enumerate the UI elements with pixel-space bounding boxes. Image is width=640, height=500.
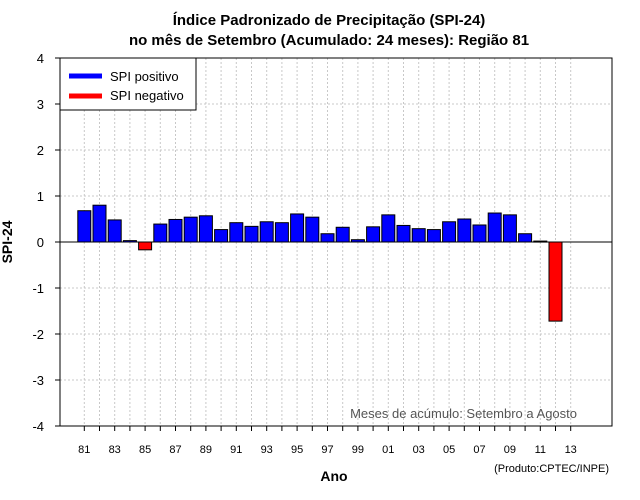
y-tick-label: 2 [37, 143, 44, 158]
x-tick-label: 99 [352, 444, 364, 456]
bar-01 [381, 214, 396, 243]
bar-88 [183, 216, 198, 243]
bar-04 [426, 229, 441, 243]
bar-86 [153, 223, 168, 243]
bar-90 [214, 229, 229, 243]
x-tick-label: 11 [535, 444, 546, 456]
bar-97 [320, 233, 335, 243]
y-axis-ticks: -4 -3 -2 -1 0 1 2 3 4 [32, 51, 60, 434]
bar-10 [518, 233, 533, 243]
x-tick-label: 83 [109, 444, 121, 456]
y-tick-label: -1 [32, 281, 44, 296]
bar-03 [411, 228, 426, 243]
y-axis-label: SPI-24 [0, 220, 15, 263]
bar-85 [138, 241, 153, 251]
bar-91 [229, 222, 244, 243]
y-tick-label: -3 [32, 373, 44, 388]
bar-98 [335, 226, 350, 243]
bar-12 [548, 241, 563, 322]
bar-92 [244, 225, 259, 243]
x-tick-label: 09 [504, 444, 516, 456]
x-tick-label: 95 [291, 444, 303, 456]
y-tick-label: 3 [37, 97, 44, 112]
bar-83 [107, 219, 122, 243]
bar-87 [168, 218, 183, 243]
x-tick-label: 01 [382, 444, 394, 456]
x-tick-label: 87 [169, 444, 181, 456]
bars [77, 204, 563, 322]
bar-07 [472, 224, 487, 243]
y-tick-label: 4 [37, 51, 44, 66]
bar-05 [442, 221, 457, 243]
legend: SPI positivo SPI negativo [59, 57, 197, 111]
x-tick-label: 81 [78, 444, 90, 456]
x-tick-label: 05 [443, 444, 455, 456]
legend-label-positive: SPI positivo [110, 69, 179, 84]
x-axis-ticks: 81 83 85 87 89 91 93 95 97 99 01 03 05 07 09 11 13 [78, 426, 577, 456]
x-tick-label: 93 [261, 444, 273, 456]
bar-93 [259, 221, 274, 243]
bar-82 [92, 204, 107, 243]
product-credit: (Produto:CPTEC/INPE) [494, 463, 609, 475]
bar-95 [290, 213, 305, 243]
x-tick-label: 07 [473, 444, 485, 456]
y-tick-label: 1 [37, 189, 44, 204]
x-tick-label: 91 [230, 444, 242, 456]
x-tick-label: 89 [200, 444, 212, 456]
legend-box [59, 57, 197, 111]
bar-02 [396, 224, 411, 243]
accumulation-note: Meses de acúmulo: Setembro a Agosto [350, 406, 577, 421]
x-tick-label: 13 [565, 444, 577, 456]
bar-08 [487, 212, 502, 243]
y-tick-label: -4 [32, 419, 44, 434]
bar-89 [198, 215, 213, 243]
x-tick-label: 85 [139, 444, 151, 456]
bar-06 [457, 218, 472, 243]
bar-94 [274, 222, 289, 243]
bar-09 [502, 214, 517, 243]
bar-00 [366, 226, 381, 243]
x-tick-label: 03 [413, 444, 425, 456]
y-tick-label: 0 [37, 235, 44, 250]
legend-label-negative: SPI negativo [110, 88, 184, 103]
x-tick-label: 97 [321, 444, 333, 456]
bar-96 [305, 216, 320, 243]
chart-subtitle: no mês de Setembro (Acumulado: 24 meses)… [129, 32, 529, 49]
x-axis-label: Ano [320, 468, 347, 484]
chart-title: Índice Padronizado de Precipitação (SPI-… [173, 12, 486, 29]
bar-81 [77, 210, 92, 243]
y-tick-label: -2 [32, 327, 44, 342]
